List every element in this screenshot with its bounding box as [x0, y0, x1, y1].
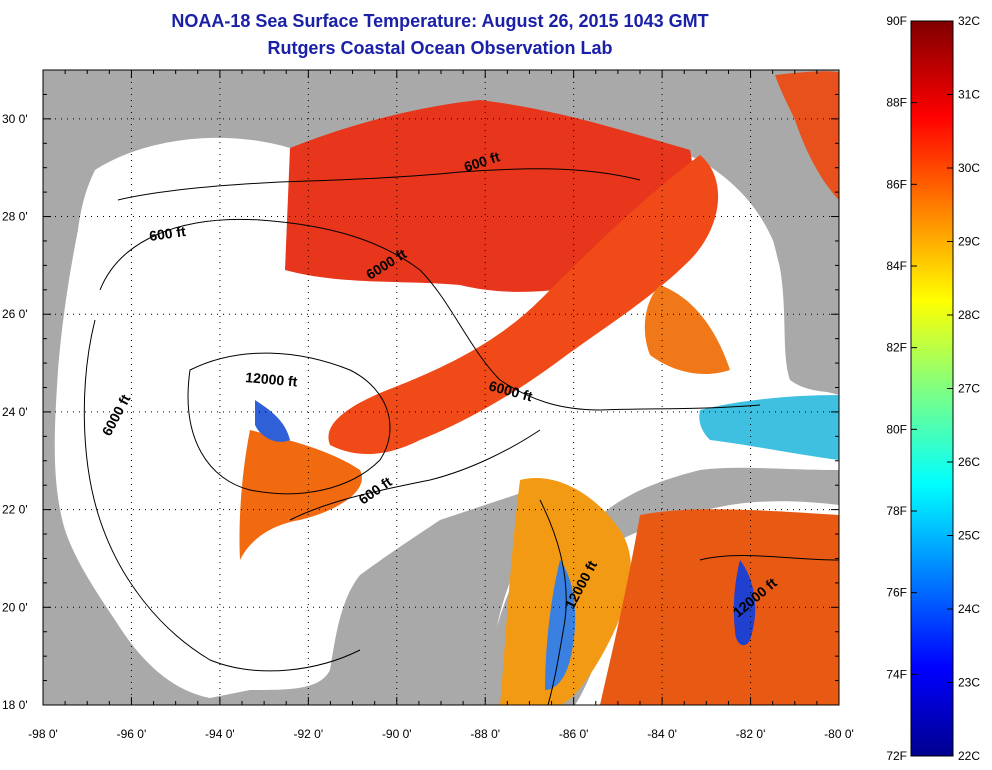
map-frame	[42, 69, 840, 706]
contour-label: 12000 ft	[245, 369, 299, 390]
contour-label: 600 ft	[148, 223, 187, 244]
colorbar-c-label: 31C	[958, 88, 980, 102]
colorbar-c-label: 25C	[958, 529, 980, 543]
lon-tick-label: -98 0'	[28, 727, 58, 741]
colorbar-f-label: 80F	[886, 422, 907, 436]
lat-tick-label: 30 0'	[2, 112, 28, 126]
lon-tick-label: -92 0'	[294, 727, 324, 741]
colorbar-f-label: 78F	[886, 504, 907, 518]
map-subtitle: Rutgers Coastal Ocean Observation Lab	[267, 38, 613, 58]
colorbar-f-label: 86F	[886, 177, 907, 191]
colorbar-fahrenheit-labels: 90F 88F 86F 84F 82F 80F 78F 76F 74F 72F	[886, 14, 917, 763]
colorbar-celsius-labels: 32C 31C 30C 29C 28C 27C 26C 25C 24C 23C 22C	[947, 14, 980, 763]
lon-tick-label: -96 0'	[117, 727, 147, 741]
axis-ticks	[42, 69, 840, 706]
lon-tick-label: -94 0'	[205, 727, 235, 741]
colorbar-c-label: 24C	[958, 602, 980, 616]
lat-tick-label: 18 0'	[2, 698, 28, 712]
colorbar-f-label: 72F	[886, 749, 907, 763]
lat-tick-label: 24 0'	[2, 405, 28, 419]
colorbar-f-label: 90F	[886, 14, 907, 28]
lon-tick-label: -80 0'	[824, 727, 854, 741]
colorbar-f-label: 76F	[886, 586, 907, 600]
lat-tick-label: 20 0'	[2, 600, 28, 614]
lat-tick-label: 22 0'	[2, 503, 28, 517]
bathymetry-contours	[83, 168, 839, 705]
colorbar-c-label: 27C	[958, 382, 980, 396]
colorbar-f-label: 88F	[886, 96, 907, 110]
florida-land	[700, 70, 839, 395]
colorbar-c-label: 23C	[958, 676, 980, 690]
lat-tick-label: 26 0'	[2, 307, 28, 321]
map-title: NOAA-18 Sea Surface Temperature: August …	[171, 11, 709, 31]
colorbar-c-label: 32C	[958, 14, 980, 28]
colorbar-f-label: 74F	[886, 667, 907, 681]
colorbar-c-label: 26C	[958, 455, 980, 469]
colorbar-c-label: 30C	[958, 161, 980, 175]
lat-tick-label: 28 0'	[2, 210, 28, 224]
lon-tick-label: -82 0'	[736, 727, 766, 741]
colorbar	[910, 20, 954, 757]
lon-tick-label: -86 0'	[559, 727, 589, 741]
axis-tick-labels: -98 0' -96 0' -94 0' -92 0' -90 0' -88 0' -86 …	[2, 112, 854, 741]
graticule	[43, 70, 839, 705]
colorbar-f-label: 82F	[886, 341, 907, 355]
colorbar-c-label: 22C	[958, 749, 980, 763]
lon-tick-label: -88 0'	[470, 727, 500, 741]
colorbar-c-label: 28C	[958, 308, 980, 322]
sst-data-swath	[239, 71, 839, 705]
colorbar-f-label: 84F	[886, 259, 907, 273]
lon-tick-label: -84 0'	[647, 727, 677, 741]
colorbar-c-label: 29C	[958, 235, 980, 249]
lon-tick-label: -90 0'	[382, 727, 412, 741]
